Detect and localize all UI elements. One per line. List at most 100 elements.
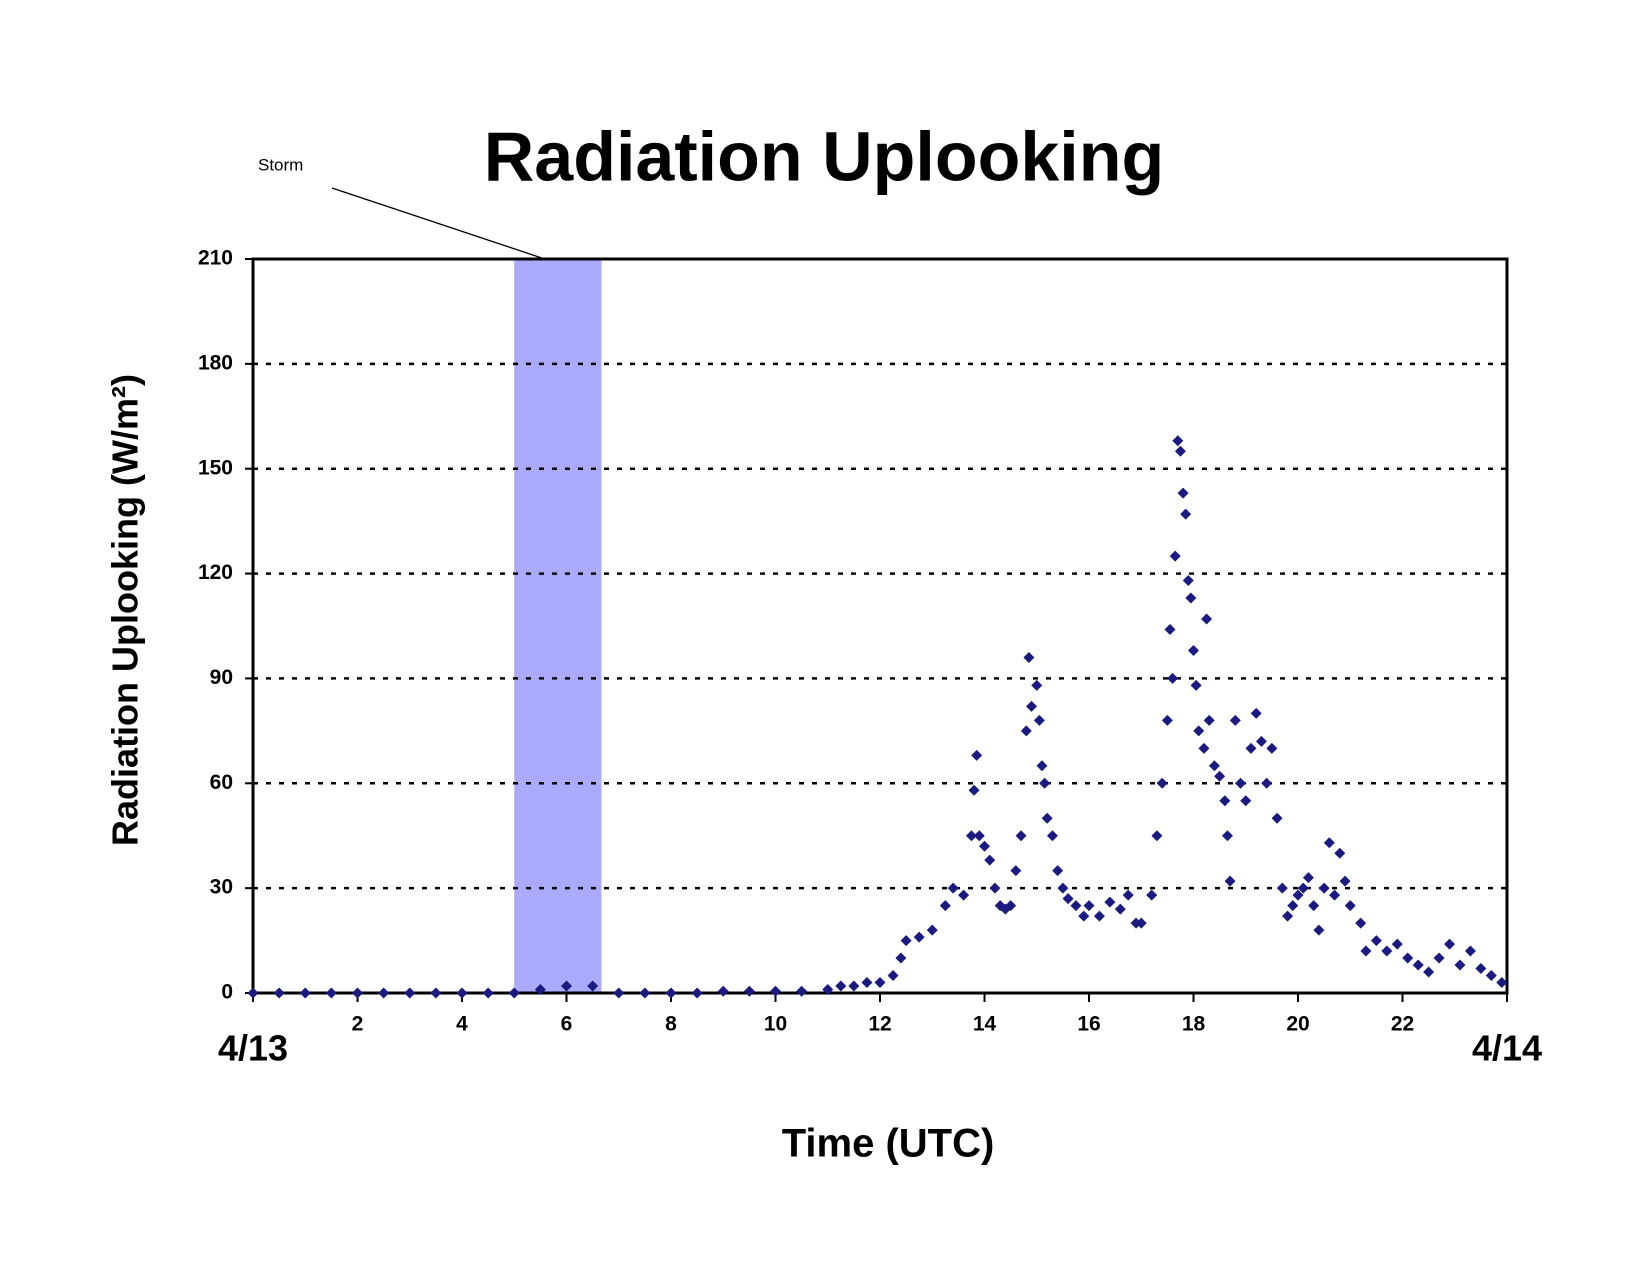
- data-point: [1151, 830, 1163, 842]
- y-tick-label: 0: [221, 981, 233, 1004]
- data-point: [430, 987, 442, 999]
- data-point: [1114, 903, 1126, 915]
- data-point: [1023, 651, 1035, 663]
- data-point: [613, 987, 625, 999]
- data-point: [1031, 679, 1043, 691]
- data-point: [1057, 882, 1069, 894]
- data-point: [587, 980, 599, 992]
- data-point: [1201, 613, 1213, 625]
- data-point: [1203, 714, 1215, 726]
- data-point: [1266, 742, 1278, 754]
- data-point: [913, 931, 925, 943]
- data-point: [1313, 924, 1325, 936]
- data-point: [1329, 889, 1341, 901]
- data-point: [1485, 970, 1497, 982]
- data-point: [1167, 672, 1179, 684]
- data-point: [979, 840, 990, 852]
- data-point: [1062, 893, 1074, 905]
- data-point: [1164, 623, 1176, 635]
- data-point: [1214, 770, 1226, 782]
- y-tick-label: 120: [198, 561, 233, 584]
- data-point: [1255, 735, 1267, 747]
- data-point: [1221, 830, 1233, 842]
- data-point: [939, 900, 951, 912]
- x-tick-label: 20: [1286, 1013, 1309, 1036]
- data-point: [1122, 889, 1134, 901]
- data-point: [989, 882, 1001, 894]
- data-point: [1010, 865, 1022, 877]
- data-point: [861, 977, 873, 989]
- data-point: [1177, 487, 1189, 499]
- data-point: [325, 987, 337, 999]
- data-point: [1182, 575, 1194, 587]
- data-point: [1188, 644, 1199, 656]
- y-tick-label: 90: [210, 666, 233, 689]
- y-tick-label: 180: [198, 351, 233, 374]
- data-point: [1078, 910, 1090, 922]
- annotation-leader: [331, 187, 545, 260]
- data-point: [378, 987, 390, 999]
- data-point: [1135, 917, 1147, 929]
- data-point: [482, 987, 494, 999]
- data-point: [973, 830, 985, 842]
- data-point: [1475, 963, 1487, 975]
- data-point: [1033, 714, 1045, 726]
- data-point: [1104, 896, 1116, 908]
- data-point: [1297, 882, 1309, 894]
- y-tick-label: 150: [198, 456, 233, 479]
- x-tick-label: 4: [456, 1013, 468, 1036]
- data-point: [1174, 445, 1186, 457]
- data-point: [456, 987, 468, 999]
- data-point: [770, 985, 781, 997]
- data-point: [926, 924, 938, 936]
- data-point: [508, 987, 520, 999]
- data-point: [1180, 508, 1192, 520]
- data-point: [561, 980, 572, 992]
- data-point: [947, 882, 959, 894]
- data-point: [1245, 742, 1257, 754]
- data-point: [1208, 760, 1220, 772]
- x-tick-label: 14: [973, 1013, 997, 1036]
- data-point: [1302, 872, 1314, 884]
- x-tick-label: 6: [561, 1013, 573, 1036]
- annotation: Storm: [258, 155, 303, 174]
- data-point: [984, 854, 996, 866]
- data-point: [1198, 742, 1210, 754]
- data-point: [1185, 592, 1197, 604]
- data-point: [887, 970, 899, 982]
- data-point: [1224, 875, 1236, 887]
- data-point: [968, 784, 980, 796]
- data-point: [1360, 945, 1372, 957]
- x-tick-label: 18: [1182, 1013, 1206, 1036]
- data-point: [1026, 700, 1038, 712]
- data-point: [1161, 714, 1173, 726]
- data-point: [1046, 830, 1058, 842]
- data-point: [639, 987, 651, 999]
- data-point: [1250, 707, 1262, 719]
- x-axis-label: Time (UTC): [782, 1122, 995, 1166]
- data-point: [1146, 889, 1158, 901]
- data-point: [1240, 795, 1252, 807]
- data-point: [1355, 917, 1367, 929]
- x-tick-label: 4/13: [218, 1028, 288, 1069]
- data-point: [1015, 830, 1027, 842]
- data-point: [404, 987, 416, 999]
- x-tick-label: 12: [868, 1013, 891, 1036]
- data-point: [1036, 760, 1048, 772]
- data-point: [1323, 837, 1335, 849]
- data-point: [1464, 945, 1476, 957]
- x-tick-label: 16: [1077, 1013, 1100, 1036]
- data-point: [1454, 959, 1466, 971]
- y-tick-label: 30: [210, 876, 233, 899]
- data-point: [1287, 900, 1299, 912]
- plot-frame: [251, 257, 1509, 995]
- data-point: [273, 987, 285, 999]
- data-point: [1005, 900, 1017, 912]
- data-point: [1052, 865, 1064, 877]
- data-point: [796, 985, 808, 997]
- y-tick-label: 210: [198, 247, 233, 270]
- x-tick-label: 22: [1391, 1013, 1414, 1036]
- data-point: [1169, 550, 1181, 562]
- data-point: [895, 952, 907, 964]
- data-point: [717, 985, 729, 997]
